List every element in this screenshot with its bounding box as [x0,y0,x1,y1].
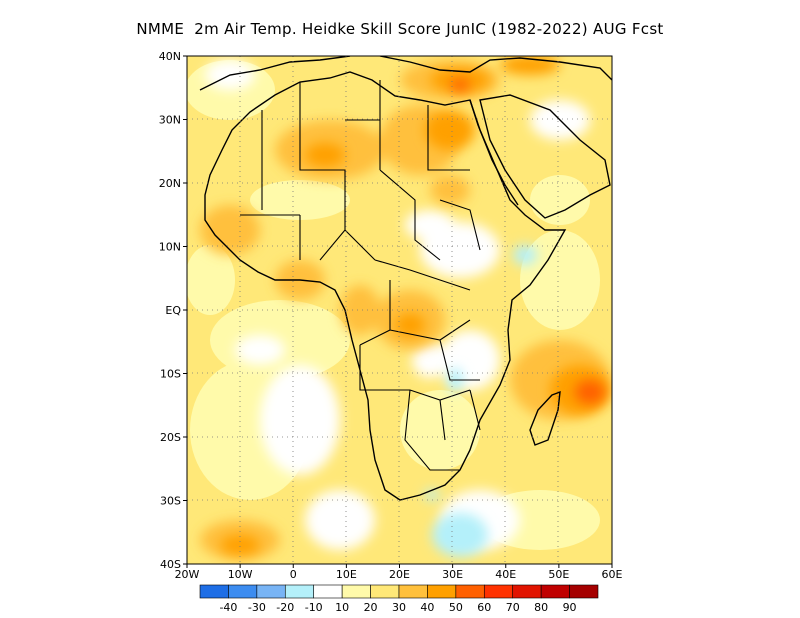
colorbar-label: -10 [305,601,323,614]
colorbar: -40 -30 -20 -10 10 20 30 40 50 60 70 80 90 [199,584,599,614]
lat-tick-label: 40S [160,558,181,571]
colorbar-swatch [427,584,457,599]
lat-tick-label: 20N [159,177,181,190]
colorbar-label: 40 [420,601,434,614]
colorbar-label: -20 [276,601,294,614]
colorbar-label: 20 [364,601,378,614]
africa-coastline [204,71,567,501]
lon-tick-label: 20W [175,568,200,581]
colorbar-swatch [341,584,371,599]
red-sea-coast [469,99,519,206]
longitude-axis: 20W 10W 0 10E 20E 30E 40E 50E 60E [175,564,623,581]
colorbar-swatch [483,584,514,599]
colorbar-swatch [455,584,485,599]
lon-tick-label: 60E [602,568,623,581]
gridlines [187,56,612,564]
lon-tick-label: 0 [290,568,297,581]
colorbar-label: 50 [449,601,463,614]
country-borders [240,80,481,471]
lon-tick-label: 10E [336,568,357,581]
lon-tick-label: 10W [228,568,253,581]
lon-tick-label: 50E [548,568,569,581]
arabia-coastline [479,94,611,219]
europe-coastline [199,56,612,91]
lat-tick-label: 30N [159,114,181,127]
colorbar-label: 30 [392,601,406,614]
colorbar-label: 60 [477,601,491,614]
colorbar-swatch [398,584,428,599]
colorbar-swatch [256,584,286,599]
colorbar-label: -40 [219,601,237,614]
lat-tick-label: 30S [160,495,181,508]
lon-tick-label: 20E [389,568,410,581]
colorbar-swatch [540,584,570,599]
lon-tick-label: 30E [442,568,463,581]
colorbar-label: 70 [506,601,520,614]
colorbar-swatch [313,584,343,599]
lon-tick-label: 40E [495,568,516,581]
lat-tick-label: 20S [160,431,181,444]
colorbar-label: 80 [534,601,548,614]
map-title: NMME 2m Air Temp. Heidke Skill Score Jun… [136,20,664,38]
colorbar-swatch [370,584,400,599]
madagascar-coastline [529,390,561,446]
lat-tick-label: 40N [159,50,181,63]
colorbar-label: 10 [335,601,349,614]
lat-tick-label: 10S [160,368,181,381]
coastlines [199,56,612,501]
colorbar-swatch [228,584,258,599]
colorbar-swatch [284,584,315,599]
skill-field [187,56,610,560]
lat-tick-label: 10N [159,241,181,254]
lat-tick-label: EQ [165,304,181,317]
colorbar-label: 90 [563,601,577,614]
latitude-axis: 40N 30N 20N 10N EQ 10S 20S 30S 40S [159,50,187,571]
colorbar-swatch [199,584,229,599]
colorbar-label: -30 [248,601,266,614]
colorbar-swatch [512,584,542,599]
colorbar-swatch [569,584,599,599]
